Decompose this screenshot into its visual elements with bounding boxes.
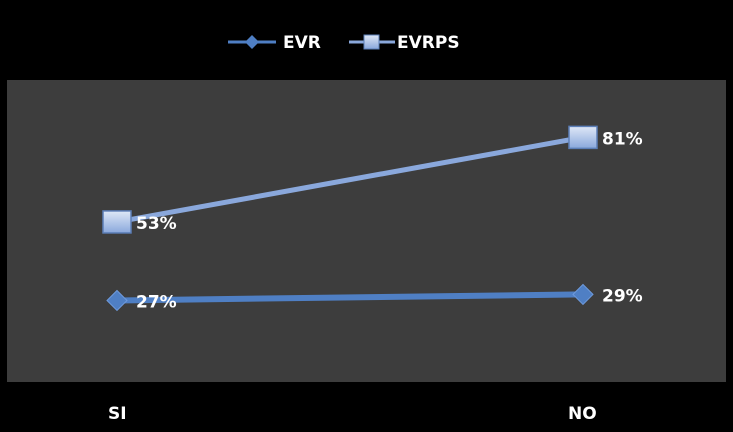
legend-item-evr: EVR (228, 33, 321, 53)
series-line-evr (114, 291, 586, 304)
data-label-evrps-no: 81% (602, 129, 643, 149)
legend-evr-diamond-icon (245, 35, 259, 49)
legend-item-evrps: EVRPS (349, 33, 460, 53)
x-axis: SI NO (108, 404, 597, 424)
legend-evr-label: EVR (283, 33, 321, 53)
legend: EVR EVRPS (228, 33, 460, 53)
data-label-layer: 27% 29% 53% 81% (136, 129, 643, 312)
data-point-evrps-no (568, 125, 598, 150)
series-line-evrps (114, 134, 586, 225)
x-tick-label: SI (108, 404, 127, 424)
x-tick-label: NO (568, 404, 597, 424)
series-layer (102, 125, 598, 312)
data-label-evr-si: 27% (136, 292, 177, 312)
legend-evrps-square-icon (363, 34, 380, 50)
data-label-evr-no: 29% (602, 286, 643, 306)
data-label-evrps-si: 53% (136, 214, 177, 234)
legend-evrps-label: EVRPS (397, 33, 460, 53)
data-point-evrps-si (102, 210, 132, 234)
data-point-evr-si (106, 289, 128, 312)
data-point-evr-no (572, 283, 594, 306)
